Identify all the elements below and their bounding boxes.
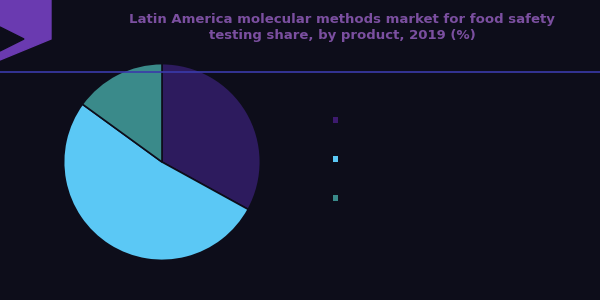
Text: Latin America molecular methods market for food safety
testing share, by product: Latin America molecular methods market f…: [129, 14, 555, 41]
Wedge shape: [162, 64, 260, 209]
Wedge shape: [82, 64, 162, 162]
Wedge shape: [64, 104, 248, 260]
